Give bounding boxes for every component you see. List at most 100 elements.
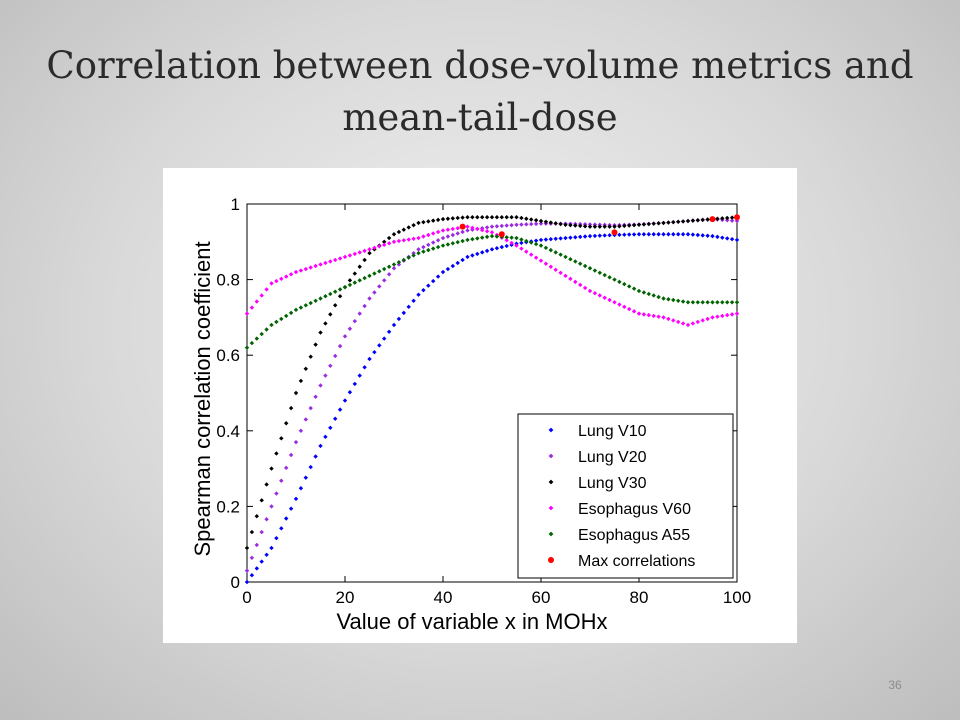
data-point [734, 237, 740, 243]
data-point [680, 219, 686, 224]
data-point [416, 247, 421, 252]
data-point [671, 232, 676, 237]
data-point [646, 291, 651, 297]
legend-label: Esophagus A55 [578, 527, 690, 544]
data-point [244, 311, 250, 316]
data-point [367, 247, 372, 252]
data-point [259, 331, 264, 337]
data-point [578, 234, 583, 240]
data-point [284, 313, 289, 319]
data-point [426, 232, 431, 238]
plot-area-frame [246, 203, 738, 583]
data-point [475, 251, 480, 257]
data-point [352, 318, 357, 324]
data-point [431, 240, 436, 245]
data-point [617, 232, 622, 238]
data-point [249, 305, 255, 310]
data-point [249, 529, 255, 535]
data-point [690, 321, 696, 326]
data-point [563, 254, 568, 260]
data-point [455, 215, 460, 221]
data-point [509, 235, 514, 240]
data-point [729, 300, 735, 305]
data-point [264, 552, 269, 557]
data-point [720, 313, 725, 319]
data-point [440, 269, 446, 275]
data-point [406, 255, 411, 260]
data-point [676, 319, 681, 325]
data-point [288, 452, 294, 458]
data-point [440, 235, 446, 241]
data-point [676, 219, 681, 224]
data-point [249, 555, 255, 561]
data-point [573, 279, 578, 285]
data-point [524, 222, 529, 227]
data-point [641, 312, 647, 317]
data-point [303, 366, 308, 372]
data-point [646, 221, 651, 227]
legend-marker [548, 505, 554, 511]
data-point [279, 526, 284, 531]
data-point [538, 218, 544, 224]
data-point [563, 222, 568, 227]
data-point [323, 260, 328, 266]
data-point [666, 297, 671, 302]
data-point [597, 293, 602, 298]
data-point [725, 236, 730, 241]
data-point [401, 310, 406, 316]
data-point [700, 300, 705, 305]
legend-marker [548, 531, 554, 537]
data-point [264, 327, 269, 332]
data-point [396, 262, 402, 267]
data-point [416, 292, 421, 297]
data-point [578, 261, 583, 266]
data-point [465, 254, 470, 260]
max-correlation-point [709, 216, 716, 223]
data-point [284, 516, 289, 521]
data-point [484, 225, 490, 230]
data-point [313, 342, 318, 347]
data-point [641, 222, 647, 227]
data-point [445, 266, 451, 272]
data-point [715, 234, 720, 240]
data-point [411, 236, 416, 241]
data-point [259, 529, 264, 535]
data-point [587, 233, 593, 239]
data-point [279, 316, 284, 322]
data-point [264, 287, 269, 292]
data-point [494, 224, 500, 229]
data-point [460, 238, 465, 244]
legend-marker [548, 427, 554, 433]
data-point [288, 310, 294, 316]
data-point [627, 306, 632, 312]
data-point [592, 224, 598, 229]
data-point [548, 264, 553, 269]
data-point [710, 233, 715, 239]
data-point [627, 232, 632, 237]
data-point [676, 298, 681, 303]
data-point [411, 250, 416, 256]
data-point [337, 287, 343, 292]
data-point [514, 215, 519, 220]
data-point [293, 439, 299, 445]
data-point [705, 217, 710, 222]
data-point [303, 475, 308, 480]
data-point [514, 235, 519, 241]
data-point [514, 222, 519, 227]
data-point [333, 353, 338, 359]
data-point [602, 272, 607, 278]
data-point [538, 237, 544, 243]
data-point [597, 224, 602, 229]
data-point [421, 244, 426, 250]
data-point [484, 215, 490, 220]
data-point [489, 224, 495, 229]
data-point [347, 390, 353, 395]
data-point [259, 498, 264, 503]
data-point [460, 215, 465, 220]
data-point [269, 281, 274, 286]
data-point [357, 311, 362, 316]
data-point [298, 378, 304, 384]
data-point [729, 236, 735, 242]
data-point [401, 238, 406, 243]
data-point [347, 282, 353, 288]
